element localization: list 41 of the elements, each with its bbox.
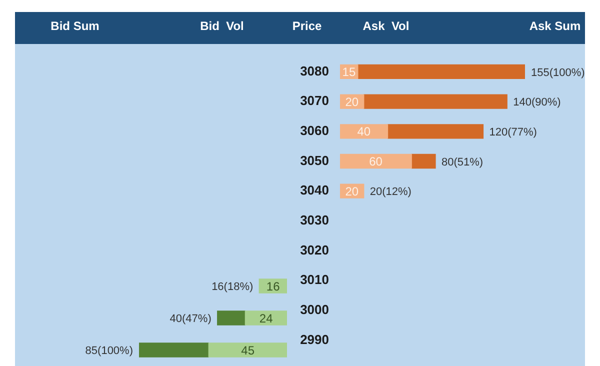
- y-tick-label: 3070: [300, 93, 329, 108]
- total-label: 80(51%): [441, 156, 484, 168]
- bar: [217, 310, 246, 326]
- total-label: 40(47%): [170, 313, 212, 326]
- y-tick-label: 3050: [300, 152, 329, 168]
- data-label: 20: [345, 94, 359, 109]
- bar: [411, 154, 436, 169]
- y-tick-label: 3060: [300, 122, 329, 138]
- y-tick-label: 3040: [300, 182, 329, 198]
- total-label: 20(12%): [370, 186, 412, 198]
- data-label: 60: [369, 154, 383, 169]
- bar: [358, 64, 525, 80]
- y-tick-label: 3030: [300, 212, 329, 228]
- bar: [340, 124, 388, 139]
- data-label: 16: [266, 279, 280, 294]
- y-tick-label: 3020: [300, 242, 329, 258]
- total-label: 85(100%): [85, 345, 133, 358]
- text: Ask Sum: [529, 19, 581, 33]
- bar: [340, 154, 412, 169]
- data-label: 40: [357, 124, 371, 139]
- bar: [244, 310, 287, 326]
- total-label: 155(100%): [531, 66, 585, 79]
- total-label: 120(77%): [489, 126, 537, 138]
- total-label: 140(90%): [513, 96, 561, 109]
- total-label: 16(18%): [212, 281, 254, 294]
- y-tick-label: 3000: [300, 302, 329, 318]
- data-label: 15: [342, 65, 356, 80]
- text: Price: [292, 19, 322, 33]
- bar: [139, 342, 209, 358]
- data-label: 24: [259, 311, 274, 326]
- text: Bid Vol: [200, 19, 244, 33]
- data-label: 45: [241, 343, 255, 358]
- y-tick-label: 3010: [300, 272, 329, 288]
- y-tick-label: 3080: [300, 63, 329, 78]
- data-label: 20: [345, 184, 359, 198]
- text: Ask Vol: [362, 19, 410, 33]
- y-tick-label: 2990: [300, 332, 329, 347]
- bar: [364, 94, 508, 109]
- bar: [208, 342, 287, 358]
- text: Bid Sum: [50, 19, 100, 33]
- bar: [387, 124, 484, 139]
